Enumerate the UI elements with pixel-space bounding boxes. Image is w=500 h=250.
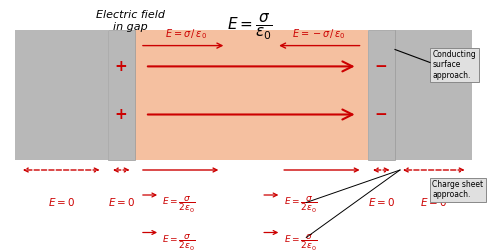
Text: $E = -\sigma\,/\,\varepsilon_0$: $E = -\sigma\,/\,\varepsilon_0$	[292, 28, 346, 41]
Bar	[108, 30, 135, 160]
Text: $E=\dfrac{\sigma}{2\varepsilon_0}$: $E=\dfrac{\sigma}{2\varepsilon_0}$	[284, 195, 318, 215]
Text: +: +	[115, 59, 128, 74]
Text: +: +	[115, 107, 128, 122]
Text: $E=\dfrac{\sigma}{2\varepsilon_0}$: $E=\dfrac{\sigma}{2\varepsilon_0}$	[284, 232, 318, 250]
Bar	[368, 30, 395, 160]
Text: $E=0$: $E=0$	[108, 196, 135, 208]
Text: −: −	[375, 59, 388, 74]
Bar	[395, 30, 472, 160]
Text: $E=\dfrac{\sigma}{2\varepsilon_0}$: $E=\dfrac{\sigma}{2\varepsilon_0}$	[162, 232, 196, 250]
Text: $E = \sigma\,/\,\varepsilon_0$: $E = \sigma\,/\,\varepsilon_0$	[164, 28, 206, 41]
Text: $E=\dfrac{\sigma}{2\varepsilon_0}$: $E=\dfrac{\sigma}{2\varepsilon_0}$	[162, 195, 196, 215]
Text: Charge sheet
approach.: Charge sheet approach.	[432, 180, 484, 200]
Text: $E = \dfrac{\sigma}{\varepsilon_0}$: $E = \dfrac{\sigma}{\varepsilon_0}$	[227, 12, 273, 42]
Bar	[15, 30, 108, 160]
Text: −: −	[375, 107, 388, 122]
Text: $E=0$: $E=0$	[368, 196, 395, 208]
Text: Conducting
surface
approach.: Conducting surface approach.	[432, 50, 476, 80]
Text: $E=0$: $E=0$	[420, 196, 448, 208]
Text: $E=0$: $E=0$	[48, 196, 75, 208]
Bar	[135, 30, 368, 160]
Text: Electric field
in gap: Electric field in gap	[96, 10, 164, 32]
